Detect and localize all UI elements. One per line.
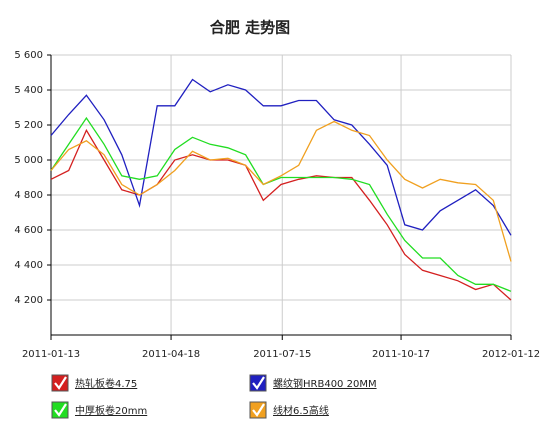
x-tick-label: 2011-04-18 <box>142 349 200 360</box>
series-line <box>50 120 512 262</box>
series-line <box>50 116 512 292</box>
y-tick-label: 4 800 <box>14 190 43 201</box>
legend-item[interactable]: 热轧板卷4.75 <box>51 374 137 392</box>
y-tick-label: 5 200 <box>14 120 43 131</box>
legend-label[interactable]: 螺纹钢HRB400 20MM <box>273 377 377 390</box>
legend-check <box>252 376 265 390</box>
y-tick-label: 4 200 <box>14 295 43 306</box>
y-tick-label: 5 400 <box>14 85 43 96</box>
y-tick-label: 5 600 <box>14 50 43 61</box>
legend-check <box>252 403 265 417</box>
y-tick-label: 4 400 <box>14 260 43 271</box>
legend-item[interactable]: 中厚板卷20mm <box>51 401 147 419</box>
y-tick-label: 4 600 <box>14 225 43 236</box>
x-tick-label: 2011-10-17 <box>372 349 430 360</box>
legend-label[interactable]: 热轧板卷4.75 <box>75 377 137 390</box>
x-tick-label: 2011-01-13 <box>22 349 80 360</box>
y-tick-label: 5 000 <box>14 155 43 166</box>
legend-item[interactable]: 螺纹钢HRB400 20MM <box>249 374 377 392</box>
series-line <box>50 78 512 236</box>
series-line <box>50 128 512 301</box>
legend-label[interactable]: 中厚板卷20mm <box>75 404 147 417</box>
legend-item[interactable]: 线材6.5高线 <box>249 401 329 419</box>
x-tick-label: 2011-07-15 <box>253 349 311 360</box>
legend-check <box>54 376 67 390</box>
chart-title: 合肥 走势图 <box>209 19 290 37</box>
legend-check <box>54 403 67 417</box>
x-tick-label: 2012-01-12 <box>482 349 540 360</box>
legend-label[interactable]: 线材6.5高线 <box>273 404 329 417</box>
